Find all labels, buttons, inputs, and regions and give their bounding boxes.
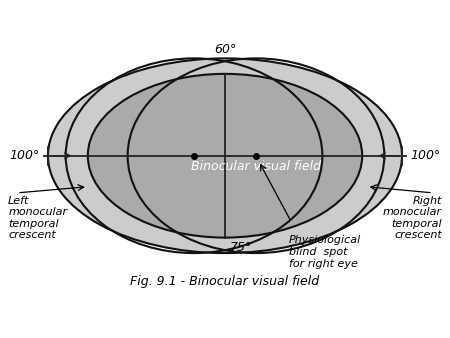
Ellipse shape: [48, 58, 402, 253]
Text: Fig. 9.1 - Binocular visual field: Fig. 9.1 - Binocular visual field: [130, 275, 320, 288]
Text: 60°: 60°: [214, 43, 236, 56]
Ellipse shape: [88, 74, 362, 238]
Text: Right
monocular
temporal
crescent: Right monocular temporal crescent: [382, 196, 442, 240]
Text: 100°: 100°: [9, 149, 39, 162]
Text: Left
monocular
temporal
crescent: Left monocular temporal crescent: [8, 196, 68, 240]
Text: 75°: 75°: [230, 241, 252, 254]
Text: Physiological
blind  spot
for right eye: Physiological blind spot for right eye: [289, 235, 361, 269]
Text: 100°: 100°: [411, 149, 441, 162]
Text: Binocular visual field: Binocular visual field: [191, 160, 321, 173]
